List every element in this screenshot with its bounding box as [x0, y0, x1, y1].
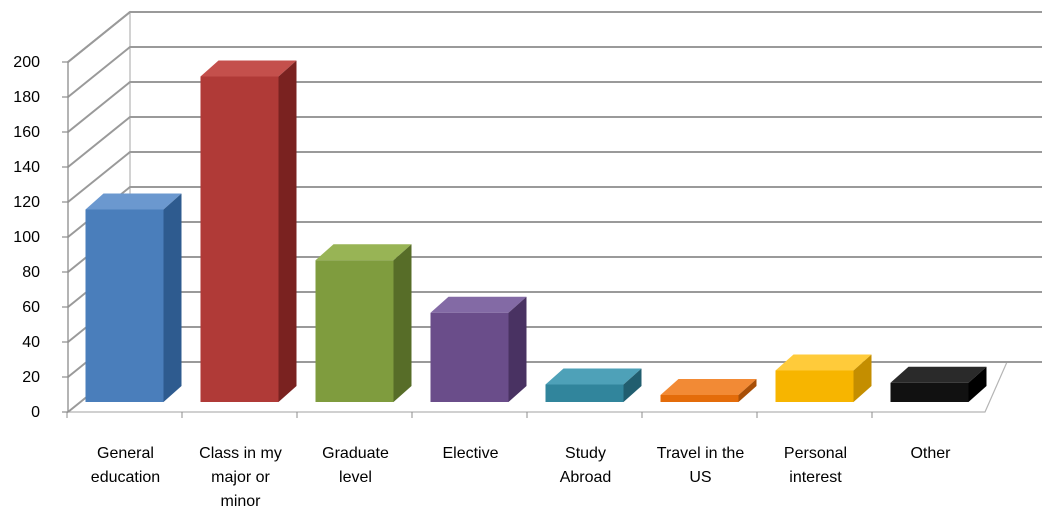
x-tick-label: Study	[565, 445, 606, 462]
y-axis-ticks: 0 20 40 60 80 100 120 140 160 180 200	[13, 54, 69, 421]
y-tick-label: 80	[22, 264, 40, 281]
y-tick-label: 0	[31, 404, 40, 421]
bar-front	[660, 395, 739, 402]
bar	[200, 60, 297, 402]
gridline	[67, 11, 1042, 63]
x-tick-label: interest	[789, 469, 842, 486]
bar-side	[278, 60, 297, 402]
bar-side	[393, 244, 412, 402]
gridline	[67, 116, 1042, 168]
bar	[775, 354, 872, 402]
y-tick-label: 20	[22, 369, 40, 386]
bar	[660, 379, 757, 402]
bar-side	[623, 368, 642, 402]
x-tick-label: Abroad	[560, 469, 612, 486]
x-tick-label: Elective	[442, 445, 498, 462]
x-axis-labels: General education Class in my major or minor…	[66, 412, 951, 509]
bar-top	[430, 296, 527, 313]
x-tick-label: Travel in the	[657, 445, 745, 462]
bar	[85, 193, 182, 402]
y-tick-label: 40	[22, 334, 40, 351]
bar-front	[545, 384, 624, 402]
bar-side	[853, 354, 872, 402]
bar	[430, 296, 527, 402]
x-tick-label: Personal	[784, 445, 847, 462]
bar-side	[163, 193, 182, 402]
gridline	[67, 11, 131, 63]
bar-front	[85, 209, 164, 402]
bar	[545, 368, 642, 402]
bar-top	[660, 379, 757, 395]
x-tick-label: major or	[211, 469, 270, 486]
bar-front	[430, 312, 509, 402]
bar-top	[200, 60, 297, 77]
y-tick-label: 60	[22, 299, 40, 316]
bar	[315, 244, 412, 402]
bar-front	[775, 370, 854, 402]
y-tick-label: 140	[13, 159, 40, 176]
y-tick-label: 200	[13, 54, 40, 71]
x-tick-label: level	[339, 469, 372, 486]
bar-side	[738, 379, 757, 402]
bar-front	[315, 260, 394, 402]
y-tick-label: 120	[13, 194, 40, 211]
y-tick-label: 100	[13, 229, 40, 246]
x-tick-label: Graduate	[322, 445, 389, 462]
gridline	[67, 151, 1042, 203]
bar-top	[315, 244, 412, 261]
x-tick-label: education	[91, 469, 160, 486]
bar	[890, 366, 987, 402]
bar-side	[968, 366, 987, 402]
bar-top	[890, 366, 987, 383]
gridline	[67, 46, 1042, 98]
y-tick-label: 180	[13, 89, 40, 106]
bar-front	[200, 76, 279, 402]
y-tick-label: 160	[13, 124, 40, 141]
x-tick-label: US	[689, 469, 711, 486]
bar-top	[85, 193, 182, 210]
bar-side	[508, 296, 527, 402]
bars	[85, 60, 987, 402]
bar-front	[890, 382, 969, 402]
x-tick-label: General	[97, 445, 154, 462]
bar-top	[545, 368, 642, 385]
x-tick-label: minor	[220, 493, 261, 509]
bar-top	[775, 354, 872, 371]
gridline	[67, 81, 1042, 133]
x-tick-label: Other	[910, 445, 951, 462]
x-tick-label: Class in my	[199, 445, 282, 462]
